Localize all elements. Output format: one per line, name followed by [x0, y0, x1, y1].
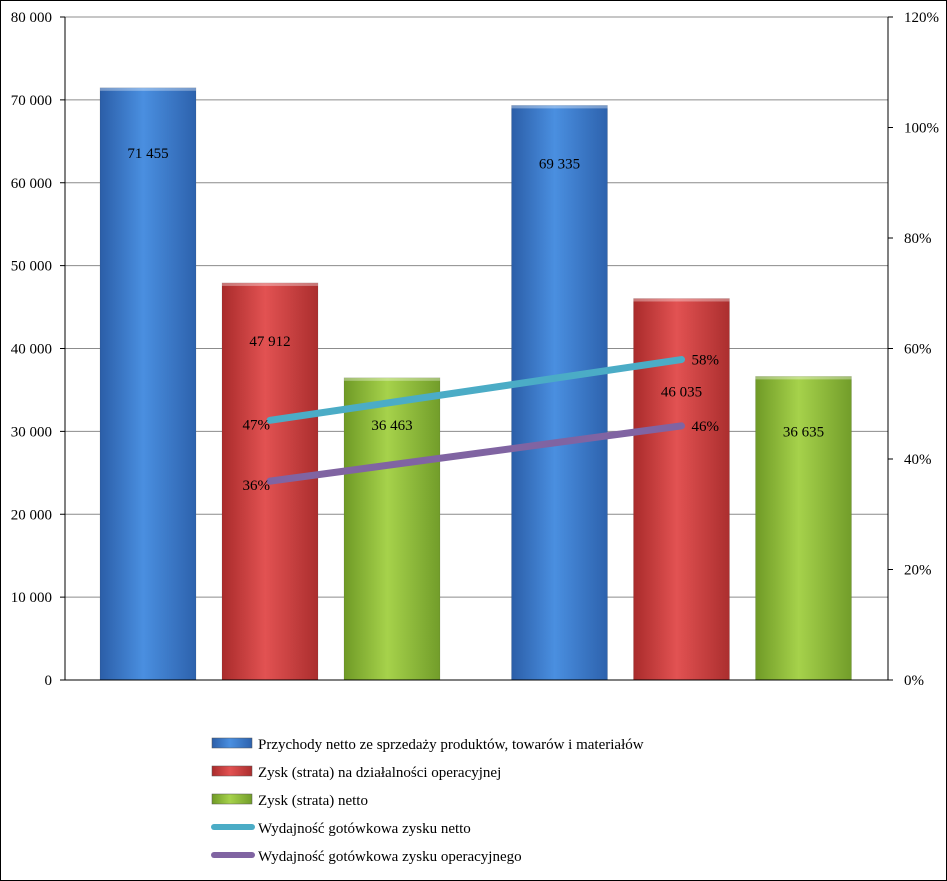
y-left-tick-label: 60 000 — [11, 176, 52, 192]
line-data-label: 36% — [243, 478, 271, 494]
bar-data-label: 46 035 — [661, 384, 702, 400]
line-data-label: 46% — [692, 419, 720, 435]
data-labels: 71 455 69 335 47 912 46 035 36 463 36 635 47% 5… — [127, 146, 824, 494]
lines — [266, 356, 685, 485]
legend-swatch — [211, 737, 253, 749]
axes: 0 10 000 20 000 30 000 40 000 50 000 60 000 70 … — [11, 10, 939, 689]
series-line — [266, 356, 685, 424]
bar-data-label: 36 463 — [371, 418, 412, 434]
bar-highlight — [100, 87, 196, 91]
bar-data-label: 71 455 — [127, 146, 168, 162]
y-left-tick-label: 0 — [45, 673, 53, 689]
y-right-tick-label: 100% — [904, 121, 939, 137]
y-right-tick-label: 60% — [904, 342, 932, 358]
bar — [343, 377, 441, 681]
y-left-tick-label: 40 000 — [11, 342, 52, 358]
legend-entry: Zysk (strata) netto — [258, 793, 368, 809]
y-right-tick-label: 80% — [904, 231, 932, 247]
bar-highlight — [344, 377, 440, 381]
bar-highlight — [511, 105, 608, 109]
legend-entry: Wydajność gotówkowa zysku operacyjnego — [258, 849, 522, 865]
bar-highlight — [755, 376, 852, 380]
y-left-tick-label: 30 000 — [11, 424, 52, 440]
bar — [511, 105, 608, 681]
y-right-tick-label: 20% — [904, 563, 932, 579]
y-left-tick-label: 80 000 — [11, 10, 52, 26]
y-right-tick-label: 40% — [904, 452, 932, 468]
legend-entry: Zysk (strata) na działalności operacyjne… — [258, 765, 501, 781]
y-left-tick-label: 20 000 — [11, 507, 52, 523]
y-right-tick-label: 0% — [904, 673, 924, 689]
bar-data-label: 36 635 — [783, 424, 824, 440]
bar-data-label: 47 912 — [249, 334, 290, 350]
bar — [755, 376, 852, 681]
y-left-tick-label: 10 000 — [11, 590, 52, 606]
legend-swatch — [211, 765, 253, 777]
gridlines — [65, 16, 888, 598]
y-left-tick-label: 70 000 — [11, 93, 52, 109]
legend-entry: Przychody netto ze sprzedaży produktów, … — [258, 737, 644, 753]
legend: Przychody netto ze sprzedaży produktów, … — [211, 737, 644, 865]
legend-entry: Wydajność gotówkowa zysku netto — [258, 821, 471, 837]
bar-data-label: 69 335 — [539, 156, 580, 172]
bars — [99, 87, 852, 681]
y-right-tick-label: 120% — [904, 10, 939, 26]
line-data-label: 58% — [692, 353, 720, 369]
bar-highlight — [222, 282, 318, 286]
bar-highlight — [633, 298, 730, 302]
series-line — [266, 422, 685, 485]
line-data-label: 47% — [243, 417, 271, 433]
bar — [99, 87, 197, 681]
legend-swatch — [211, 793, 253, 805]
y-left-tick-label: 50 000 — [11, 259, 52, 275]
